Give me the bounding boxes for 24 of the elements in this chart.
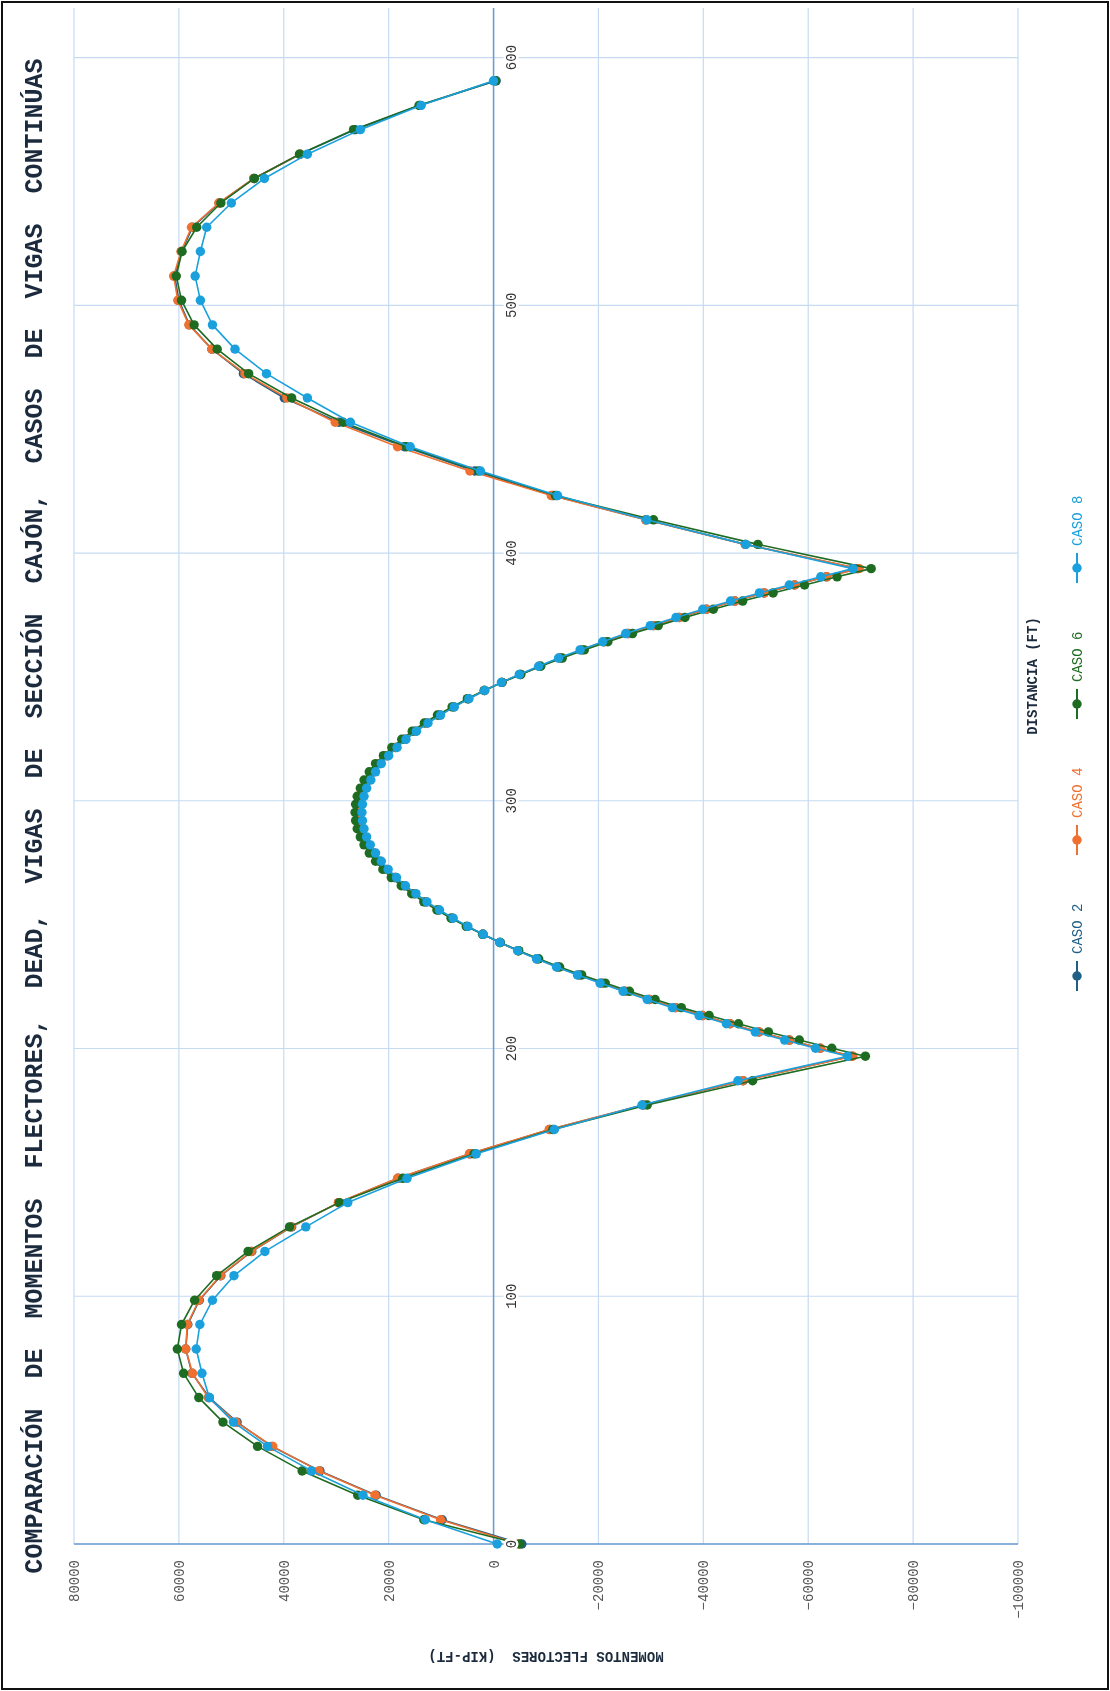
x-axis-title: MOMENTOS FLECTORES (KIP-FT)	[428, 1648, 664, 1664]
x-tick-label: 80000	[67, 1560, 83, 1603]
x-tick-label: 20000	[381, 1560, 398, 1603]
y-tick-label: 500	[503, 292, 520, 318]
y-tick-label: 400	[503, 540, 520, 566]
x-tick-label: −100000	[1011, 1560, 1027, 1619]
text: COMPARACIÓN DE MOMENTOS FLECTORES, DEAD, VIGAS DE SECCIÓN CAJÓN, CASOS DE VIGAS CONTINÚAS	[20, 58, 50, 1574]
text: CASO 8	[1070, 495, 1086, 546]
y-tick-label: 0	[503, 1539, 520, 1549]
text: CASO 4	[1070, 767, 1086, 818]
y-tick-label: 300	[503, 788, 520, 814]
x-tick-label: −20000	[591, 1560, 608, 1611]
y-tick-label: 200	[503, 1035, 520, 1062]
x-tick-label: −40000	[696, 1560, 713, 1611]
y-axis-title: DISTANCIA (FT)	[1025, 617, 1041, 735]
y-tick-label: 600	[503, 44, 520, 71]
x-tick-label: −60000	[801, 1560, 818, 1611]
text: CASO 2	[1070, 903, 1086, 954]
x-tick-label: 60000	[171, 1560, 188, 1603]
x-tick-label: 40000	[276, 1560, 293, 1603]
y-tick-label: 100	[503, 1283, 520, 1309]
x-tick-label: 0	[486, 1560, 503, 1569]
text: CASO 6	[1070, 631, 1086, 682]
x-tick-label: −80000	[906, 1560, 923, 1611]
